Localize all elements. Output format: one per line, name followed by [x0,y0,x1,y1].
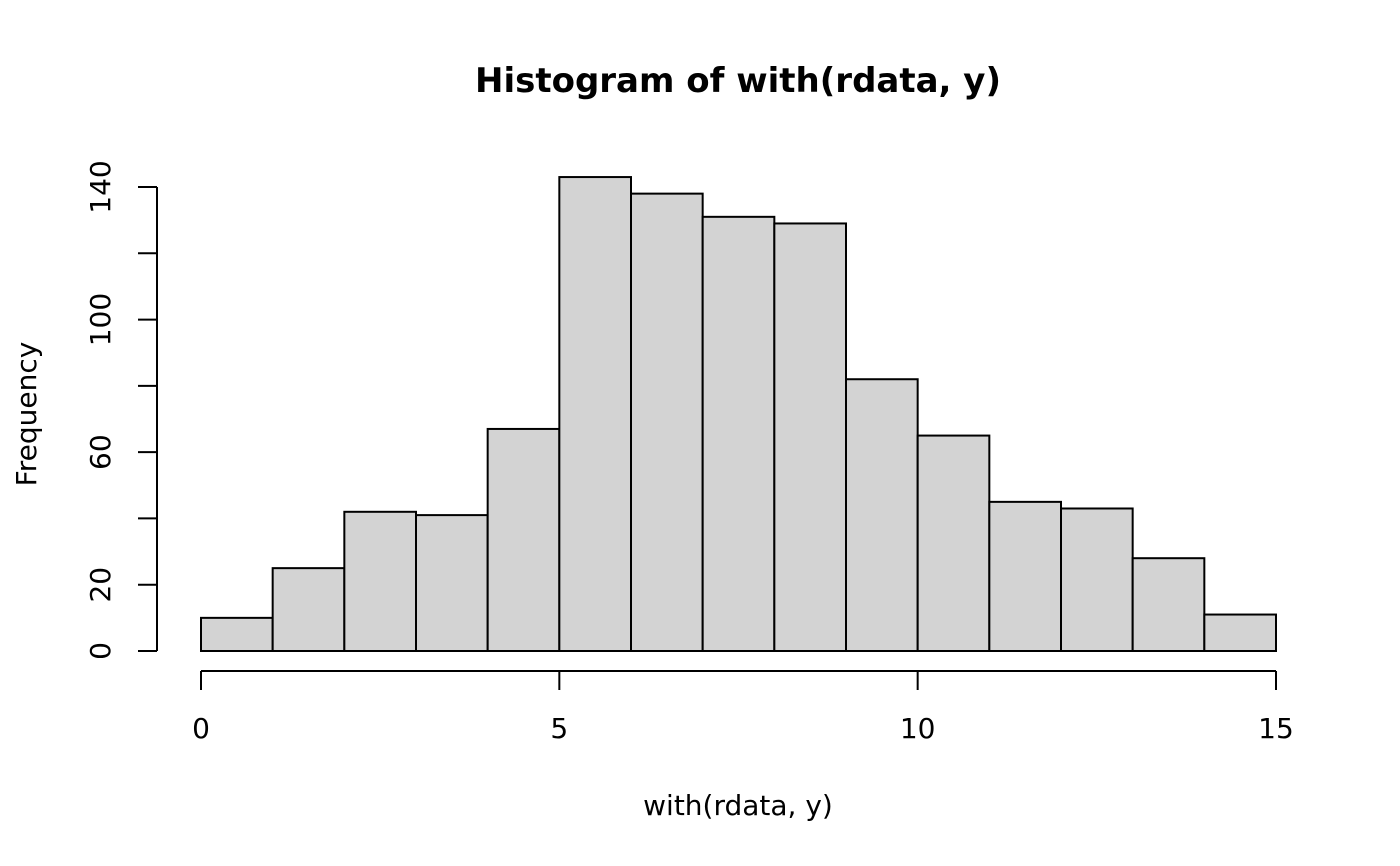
histogram-bar [701,215,776,652]
x-axis: 0 5 10 15 [192,670,1294,745]
y-tick-label: 0 [84,642,117,660]
y-tick-label: 60 [84,434,117,470]
x-tick-label: 15 [1258,712,1294,745]
histogram-bar [988,500,1062,652]
y-tick-label: 100 [84,293,117,346]
histogram-bar [1060,507,1134,652]
histogram-bar [773,222,847,652]
x-tick-label: 10 [900,712,936,745]
bars-group [200,176,1278,653]
histogram-bar [558,176,632,653]
x-tick-label: 0 [192,712,210,745]
histogram-bar [630,192,704,652]
histogram-bar [916,434,991,653]
x-axis-label: with(rdata, y) [643,789,833,822]
histogram-bar [271,567,346,653]
histogram-bar [343,510,418,652]
chart-title: Histogram of with(rdata, y) [475,61,1001,101]
y-tick-label: 20 [84,567,117,603]
histogram-bar [486,427,561,653]
y-axis-label: Frequency [10,342,43,487]
histogram-bar [1131,557,1206,653]
histogram-bar [845,378,919,652]
histogram-bar [1203,613,1278,652]
histogram-bar [200,616,274,652]
y-tick-label: 140 [84,160,117,213]
histogram-bar [415,514,489,652]
x-tick-label: 5 [550,712,568,745]
y-axis: 0 20 60 100 140 [84,160,158,660]
